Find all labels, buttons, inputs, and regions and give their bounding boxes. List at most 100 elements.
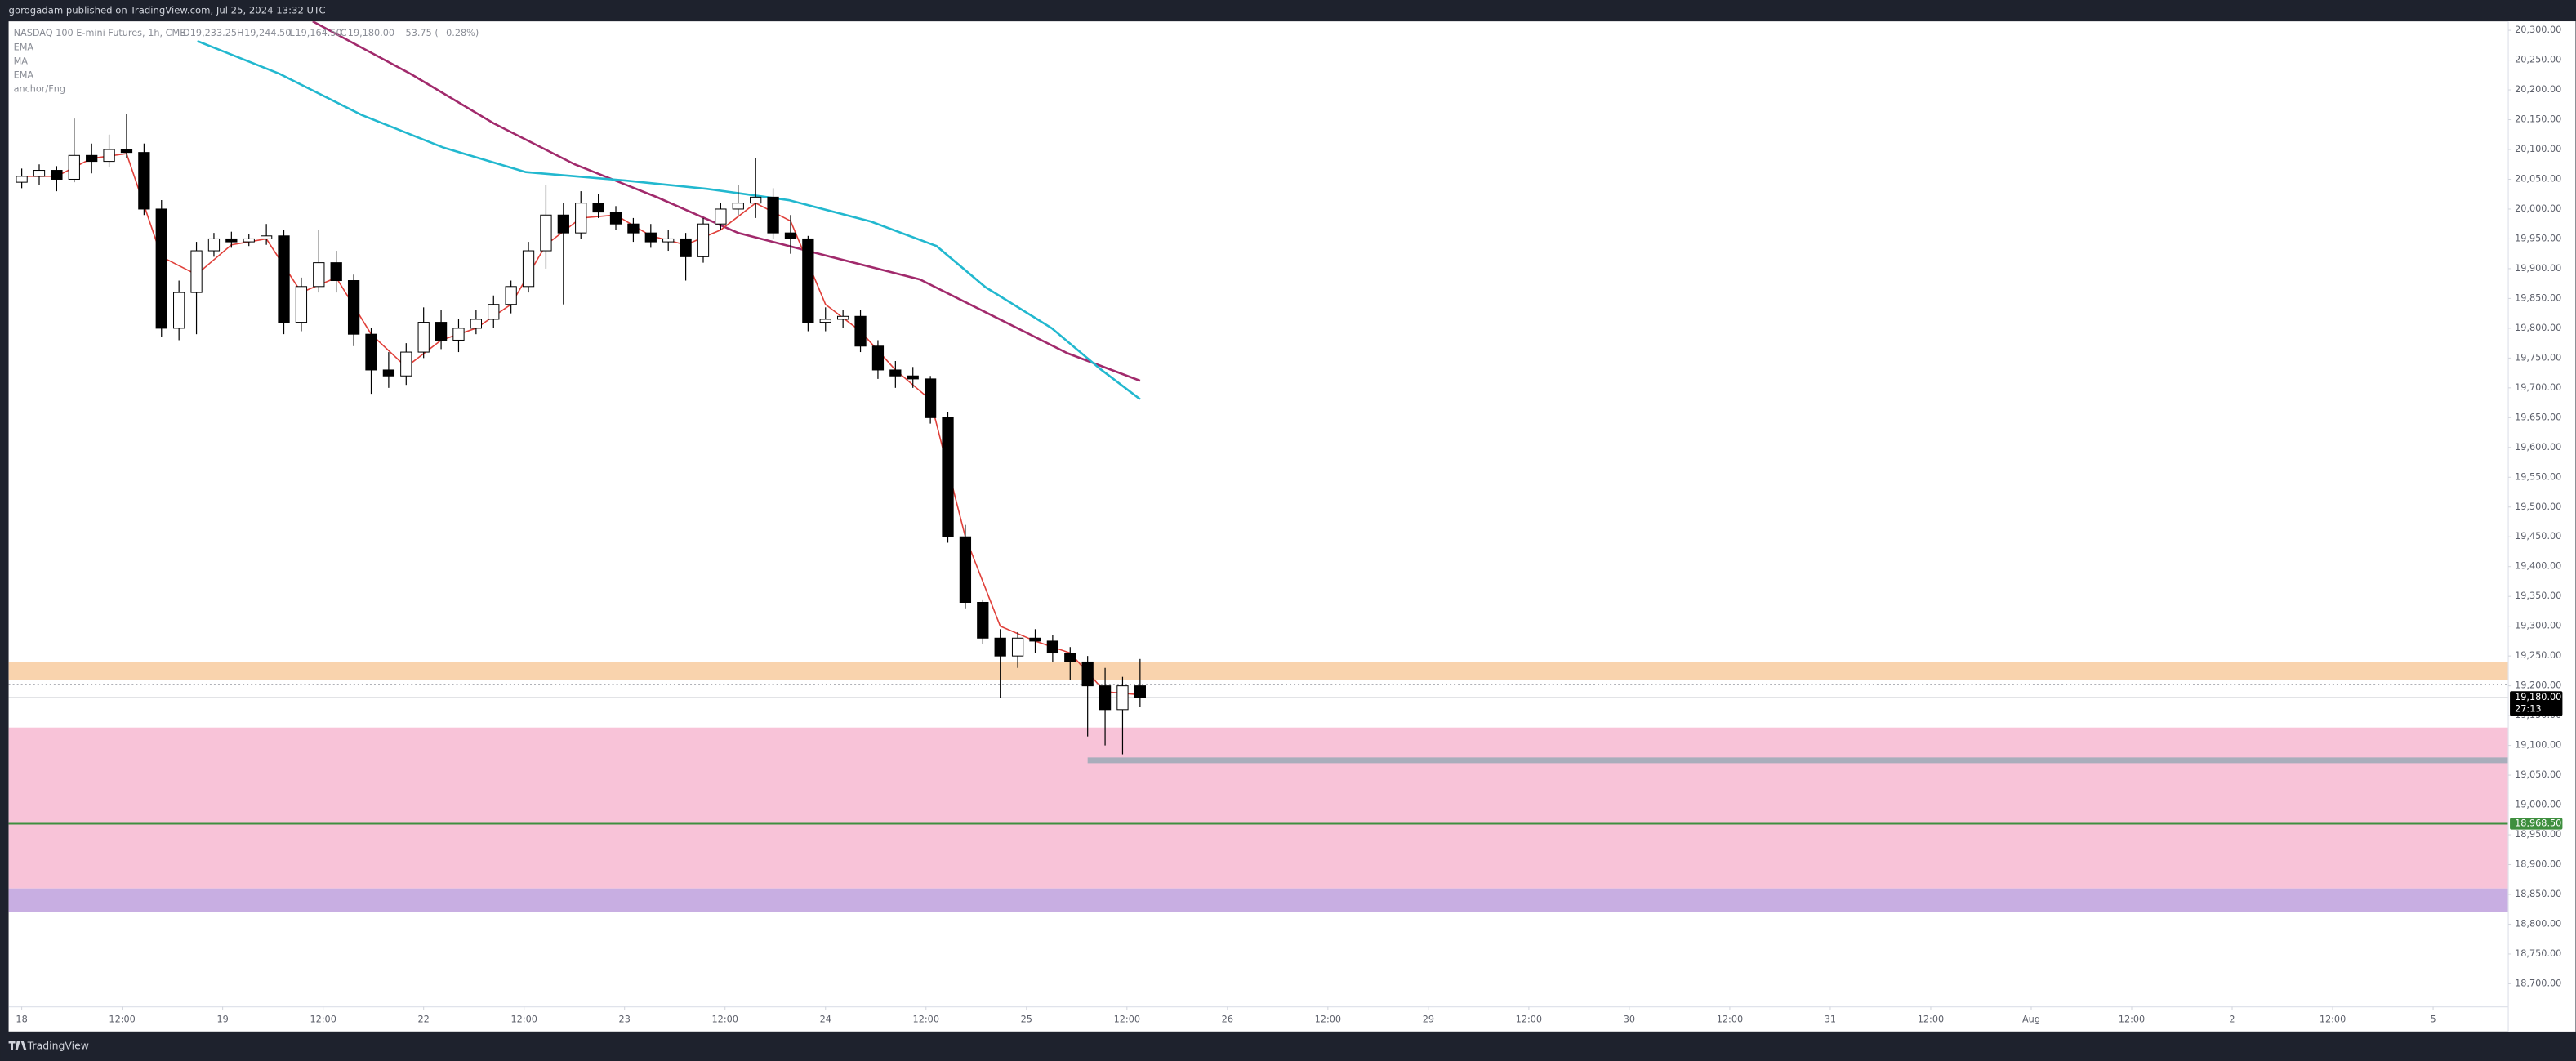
candle-body [784,232,797,239]
candle-body [959,536,972,603]
y-tick-label: 20,150.00 [2515,114,2561,125]
y-tick-label: 19,300.00 [2515,621,2561,631]
support-label-box [2510,818,2563,830]
candle-body [470,319,482,329]
x-tick-label: 23 [619,1014,631,1025]
indicator-line [197,39,1141,400]
candle-body [540,214,552,252]
candle-body [1134,685,1146,698]
x-tick-label: 25 [1021,1014,1032,1025]
legend-key: L [289,28,295,38]
candle-body [1064,653,1076,662]
y-tick-label: 18,900.00 [2515,859,2561,870]
zone [8,727,2509,889]
candle-body [295,286,308,323]
legend-value: 19,244.50 [244,28,291,38]
x-tick-label: 12:00 [1717,1014,1743,1025]
candle-body [417,322,430,353]
candle-body [173,292,185,329]
candle-body [575,203,587,234]
x-tick-label: 12:00 [2119,1014,2145,1025]
y-tick-label: 19,600.00 [2515,442,2561,452]
candle-body [715,208,727,225]
x-tick-label: Aug [2022,1014,2040,1025]
legend-value: 19,233.25 [190,28,237,38]
x-tick-label: 30 [1624,1014,1635,1025]
x-tick-label: 12:00 [310,1014,336,1025]
countdown: 27:13 [2515,703,2541,714]
candle-body [732,203,744,210]
candle-body [627,223,640,234]
candle-body [1029,637,1041,642]
candle-body [313,262,325,288]
candle-body [907,375,919,380]
indicator-label: anchor/Fng [14,84,65,95]
x-tick-label: 12:00 [712,1014,738,1025]
legend-key: O [183,28,190,38]
candle-body [488,304,500,320]
candle-body [837,315,849,320]
indicator-line [312,21,1141,382]
candle-body [155,208,167,329]
y-tick-label: 20,050.00 [2515,173,2561,184]
legend-value: 19,180.00 [348,28,394,38]
candle-body [86,154,98,163]
x-tick-label: 31 [1825,1014,1836,1025]
candle-body [889,369,902,377]
x-tick-label: 12:00 [2320,1014,2346,1025]
y-tick-label: 19,800.00 [2515,323,2561,333]
y-tick-label: 19,700.00 [2515,382,2561,393]
candle-body [924,378,937,418]
x-tick-label: 12:00 [1114,1014,1140,1025]
x-tick-label: 12:00 [913,1014,939,1025]
candle-body [400,351,412,377]
candle-body [207,238,221,252]
y-tick-label: 20,100.00 [2515,144,2561,154]
legend-key: C [341,28,347,38]
candle-body [697,223,710,257]
candle-body [767,196,779,234]
x-tick-label: 12:00 [510,1014,537,1025]
candle-body [1099,685,1112,711]
y-tick-label: 19,450.00 [2515,531,2561,542]
candle-body [662,238,675,243]
candle-body [120,149,133,154]
x-tick-label: 18 [16,1014,27,1025]
candle-body [680,238,692,257]
y-tick-label: 20,300.00 [2515,25,2561,35]
candle-body [505,286,517,305]
candle-body [225,238,238,243]
y-tick-label: 18,750.00 [2515,948,2561,959]
candle-body [138,152,150,210]
plot [8,21,2509,912]
candle-body [802,238,814,323]
y-tick-label: 19,650.00 [2515,412,2561,422]
indicator-label: MA [14,56,29,66]
indicator-label: EMA [14,42,34,52]
y-tick-label: 18,950.00 [2515,829,2561,840]
candle-body [994,637,1006,657]
y-tick-label: 19,000.00 [2515,800,2561,810]
candle-body [33,170,46,177]
candle-body [1046,640,1059,654]
legend-value: 19,164.50 [295,28,341,38]
y-tick-label: 19,550.00 [2515,471,2561,482]
zone [8,662,2509,680]
x-tick-label: 12:00 [1315,1014,1341,1025]
candle-body [522,250,535,288]
x-tick-label: 29 [1423,1014,1434,1025]
brand: TradingView [27,1039,89,1051]
y-tick-label: 18,850.00 [2515,889,2561,899]
candle-body [609,212,622,225]
publisher: gorogadam published on TradingView.com, … [9,5,326,16]
y-tick-label: 19,500.00 [2515,502,2561,512]
candle-body [1116,685,1129,711]
candle-body [260,235,273,239]
y-tick-label: 20,200.00 [2515,84,2561,95]
x-tick-label: 2 [2229,1014,2235,1025]
candle-body [557,214,569,234]
candle-body [1011,637,1024,657]
candle-body [190,250,203,293]
logo [8,1041,27,1050]
